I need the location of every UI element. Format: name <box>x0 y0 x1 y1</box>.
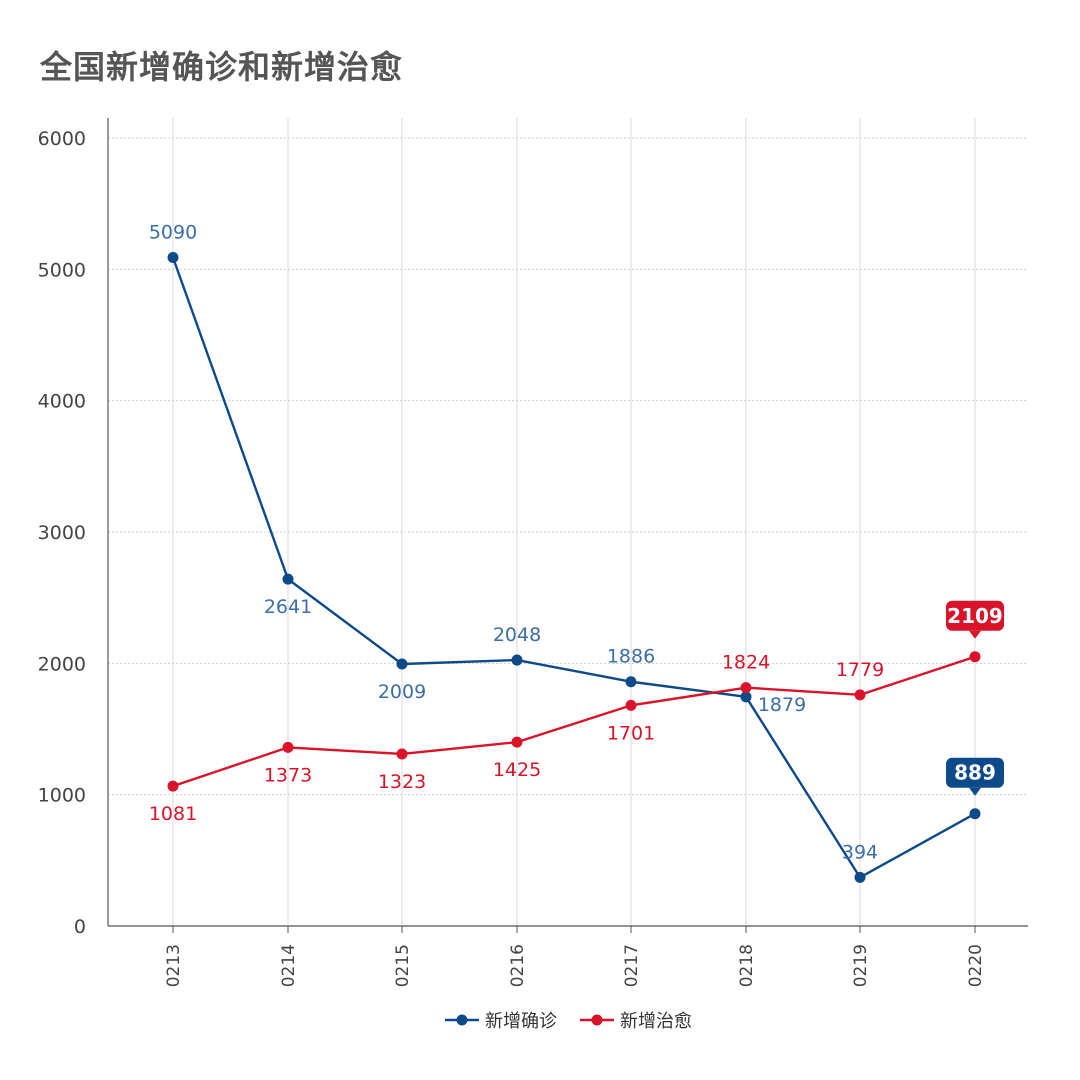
data-point <box>282 573 294 585</box>
data-label: 1886 <box>607 646 655 668</box>
data-label: 394 <box>842 841 878 863</box>
data-point <box>167 252 179 264</box>
callout-box <box>946 600 1004 631</box>
axis-layer: 0 1000 2000 3000 4000 5000 6000 0213 0214 0215 021… <box>38 118 1028 987</box>
data-point <box>396 658 408 670</box>
data-point <box>740 691 752 703</box>
y-tick-label: 4000 <box>38 391 86 413</box>
y-tick-label: 2000 <box>38 653 86 675</box>
data-point <box>396 748 408 760</box>
data-label: 1323 <box>378 771 426 793</box>
y-tick-label: 3000 <box>38 522 86 544</box>
series-line-2 <box>172 655 976 788</box>
legend-label-2: 新增治愈 <box>620 1011 692 1032</box>
series-line-1 <box>171 257 976 879</box>
data-point <box>511 654 523 666</box>
data-label: 1373 <box>264 764 312 786</box>
data-point <box>854 689 866 701</box>
data-label: 1824 <box>722 652 770 674</box>
data-label: 1701 <box>607 722 655 744</box>
data-label: 1081 <box>149 803 197 825</box>
callout-pointer <box>969 787 981 796</box>
legend-label-1: 新增确诊 <box>485 1011 557 1032</box>
data-label: 1425 <box>493 759 541 781</box>
data-point <box>854 871 866 883</box>
x-tick-label: 0219 <box>851 944 871 987</box>
x-tick-label: 0218 <box>737 944 757 987</box>
legend-marker-1 <box>456 1014 468 1026</box>
callout-pointer <box>969 630 981 639</box>
callout-box <box>946 757 1004 788</box>
y-tick-label: 5000 <box>38 259 86 281</box>
data-label: 2641 <box>264 596 312 618</box>
x-tick-label: 0215 <box>393 944 413 987</box>
legend: 新增确诊 新增治愈 <box>445 1011 692 1032</box>
data-label: 5090 <box>149 222 197 244</box>
data-label: 2009 <box>378 681 426 703</box>
data-label: 1879 <box>758 694 806 716</box>
legend-marker-2 <box>591 1014 603 1026</box>
data-point <box>625 699 637 711</box>
x-tick-label: 0220 <box>966 944 986 987</box>
x-tick-label: 0214 <box>279 944 299 987</box>
data-label: 1779 <box>836 659 884 681</box>
grid-layer <box>108 118 1028 926</box>
label-layer: 5090 2641 2009 2048 1886 1879 394 889 1081 1373 13… <box>149 222 1004 863</box>
callout-label: 2109 <box>947 604 1003 628</box>
data-point <box>282 741 294 753</box>
y-tick-label: 1000 <box>38 785 86 807</box>
data-point <box>969 651 981 663</box>
callout-label: 889 <box>954 761 996 785</box>
data-point <box>167 780 179 792</box>
data-point <box>969 808 981 820</box>
series-layer <box>167 252 981 883</box>
data-point <box>625 676 637 688</box>
x-tick-label: 0217 <box>622 944 642 987</box>
data-label: 2048 <box>493 624 541 646</box>
data-point <box>511 736 523 748</box>
chart-title: 全国新增确诊和新增治愈 <box>40 48 404 86</box>
x-tick-label: 0213 <box>164 944 184 987</box>
y-tick-label: 6000 <box>38 128 86 150</box>
data-point <box>740 682 752 694</box>
x-tick-label: 0216 <box>508 944 528 987</box>
y-tick-label: 0 <box>74 916 86 938</box>
